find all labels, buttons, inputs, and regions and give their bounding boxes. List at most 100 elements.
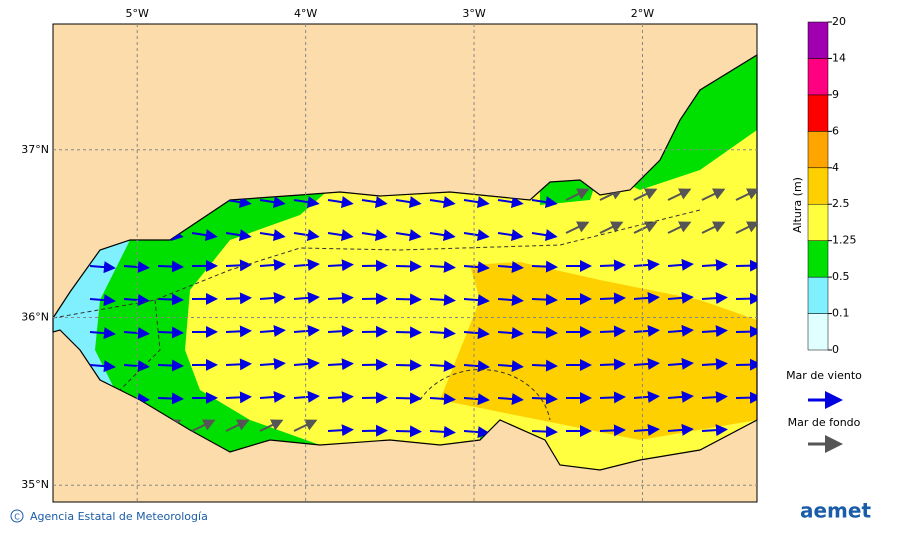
wave-arrow xyxy=(735,259,757,272)
wave-arrow xyxy=(89,360,116,373)
wave-arrow xyxy=(599,221,624,234)
wave-arrow xyxy=(531,326,558,339)
wave-arrow xyxy=(191,419,216,432)
copyright-icon xyxy=(10,509,24,523)
colorbar-label: 0.5 xyxy=(832,270,850,283)
wave-arrow xyxy=(327,229,354,242)
wave-arrow xyxy=(463,426,490,439)
wave-arrow xyxy=(259,258,286,271)
wave-arrow xyxy=(327,196,354,209)
colorbar-label: 2.5 xyxy=(832,197,850,210)
wave-arrow xyxy=(701,292,728,305)
wave-arrow xyxy=(463,261,490,274)
wave-arrow xyxy=(463,393,490,406)
colorbar-label: 0 xyxy=(832,343,839,356)
wave-arrow xyxy=(361,196,388,209)
wave-arrow xyxy=(429,425,456,438)
wave-arrow xyxy=(701,259,728,272)
wave-arrow xyxy=(463,229,490,242)
colorbar: 0 0.1 0.5 1.25 2.5 4 6 9 14 20 xyxy=(807,15,857,356)
wave-arrow xyxy=(395,229,422,242)
colorbar-segment xyxy=(807,167,829,205)
wave-arrow xyxy=(259,196,286,209)
wave-arrow xyxy=(293,196,320,209)
wave-arrow xyxy=(599,292,626,305)
wave-arrow xyxy=(157,293,184,306)
wave-arrow xyxy=(735,358,757,371)
graticule: 5°W 4°W 3°W 2°W 37°N 36°N 35°N xyxy=(21,7,757,502)
wave-arrow xyxy=(701,325,728,338)
wave-arrow xyxy=(667,324,694,337)
wave-arrow xyxy=(667,423,694,436)
wave-arrow xyxy=(667,390,694,403)
wave-arrow xyxy=(531,392,558,405)
wave-arrow xyxy=(225,358,252,371)
zone-borders xyxy=(52,209,701,421)
wave-arrow xyxy=(463,196,490,209)
wave-arrow xyxy=(633,291,660,304)
zone-green xyxy=(480,55,757,470)
wave-arrow xyxy=(497,294,524,306)
wave-arrow xyxy=(531,196,558,209)
wave-arrow xyxy=(497,261,524,273)
colorbar-segment xyxy=(807,276,829,314)
wave-arrow xyxy=(293,419,318,432)
wave-arrow xyxy=(225,391,252,404)
colorbar-label: 6 xyxy=(832,124,839,137)
wave-arrow xyxy=(395,392,422,405)
wave-arrow xyxy=(701,221,726,234)
wave-arrow xyxy=(429,260,456,273)
wave-arrow xyxy=(293,357,320,370)
wave-arrow xyxy=(633,324,660,337)
wave-arrow xyxy=(225,325,252,338)
wave-arrow xyxy=(497,393,524,405)
wave-arrow xyxy=(599,259,626,272)
wave-arrow xyxy=(429,229,456,242)
wave-arrow xyxy=(293,291,320,304)
legend-label: Mar de fondo xyxy=(788,416,861,429)
wave-arrow xyxy=(735,391,757,404)
wave-arrow xyxy=(327,424,354,437)
wave-arrow xyxy=(225,196,252,209)
wave-arrow xyxy=(531,229,558,242)
logo: aemet xyxy=(800,499,871,523)
wave-arrow xyxy=(735,325,757,338)
wave-arrow xyxy=(701,188,726,201)
wave-arrow xyxy=(259,291,286,304)
x-tick-label: 3°W xyxy=(462,7,485,20)
wave-arrow xyxy=(735,292,757,305)
wave-arrow xyxy=(599,391,626,404)
colorbar-segment xyxy=(807,21,829,59)
x-tick-label: 2°W xyxy=(631,7,654,20)
colorbar-segment xyxy=(807,313,829,351)
wave-arrow xyxy=(633,423,660,436)
wave-arrow xyxy=(497,360,524,372)
wave-arrow xyxy=(259,357,286,370)
wave-arrow xyxy=(531,293,558,306)
colorbar-segment xyxy=(807,203,829,241)
wave-arrow xyxy=(395,359,422,372)
colorbar-segment xyxy=(807,131,829,169)
wave-arrow xyxy=(123,326,150,339)
wave-arrow xyxy=(327,391,354,404)
wave-arrow xyxy=(259,324,286,337)
wave-arrow xyxy=(701,391,728,404)
wave-arrow xyxy=(89,294,116,307)
wave-arrow xyxy=(735,188,757,201)
wave-arrow xyxy=(157,392,184,405)
wave-arrow xyxy=(259,229,286,242)
wave-arrow xyxy=(633,258,660,271)
wave-arrow xyxy=(667,357,694,370)
wave-arrow xyxy=(463,360,490,373)
wave-arrow xyxy=(565,188,590,201)
wave-arrow xyxy=(327,259,354,272)
x-tick-label: 4°W xyxy=(294,7,317,20)
wave-arrow xyxy=(667,188,692,201)
wave-arrow xyxy=(633,221,658,234)
wave-arrow xyxy=(429,293,456,306)
y-tick-label: 35°N xyxy=(21,478,49,491)
copyright-c: C xyxy=(14,513,20,522)
wave-arrow xyxy=(667,291,694,304)
colorbar-label: 0.1 xyxy=(832,307,850,320)
wave-arrow xyxy=(429,196,456,209)
